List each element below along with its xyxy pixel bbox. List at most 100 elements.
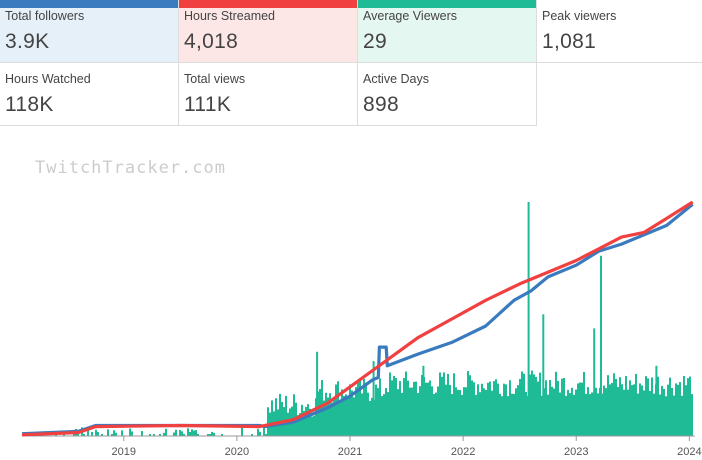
- viewers-bar: [675, 383, 677, 436]
- viewers-bar: [365, 382, 367, 436]
- viewers-bar: [461, 394, 463, 436]
- viewers-bar: [379, 378, 381, 436]
- viewers-bar: [129, 428, 131, 436]
- viewers-bar: [559, 392, 561, 436]
- viewers-bar: [189, 432, 191, 436]
- viewers-bar: [209, 434, 211, 436]
- viewers-bar: [313, 415, 315, 436]
- viewers-bar: [279, 393, 281, 436]
- viewers-bar: [459, 389, 461, 436]
- viewers-bar: [679, 382, 681, 436]
- viewers-bar: [303, 410, 305, 436]
- viewers-bar: [397, 389, 399, 436]
- viewers-bar: [367, 392, 369, 436]
- viewers-bar: [347, 397, 349, 436]
- viewers-bar: [141, 431, 143, 436]
- stat-value: 3.9K: [5, 30, 50, 53]
- stat-value: 111K: [184, 93, 232, 116]
- viewers-bar: [101, 434, 103, 436]
- viewers-bar: [327, 397, 329, 436]
- viewers-bar: [619, 377, 621, 436]
- viewers-bar: [353, 397, 355, 436]
- viewers-bar: [621, 384, 623, 436]
- viewers-bar: [575, 389, 577, 436]
- stat-total-views[interactable]: Total views 111K: [179, 63, 358, 126]
- x-tick-label: 2019: [112, 446, 136, 458]
- viewers-bar: [481, 383, 483, 436]
- viewers-bar: [663, 388, 665, 436]
- viewers-bar: [63, 434, 65, 436]
- stat-hours-watched[interactable]: Hours Watched 118K: [0, 63, 179, 126]
- viewers-bar: [413, 381, 415, 436]
- viewers-spike-bar: [316, 351, 319, 436]
- viewers-bar: [343, 396, 345, 436]
- viewers-bar: [357, 380, 359, 436]
- viewers-bar: [449, 384, 451, 436]
- viewers-bar: [395, 378, 397, 436]
- stat-total-followers[interactable]: Total followers 3.9K: [0, 0, 179, 63]
- viewers-bar: [681, 395, 683, 436]
- viewers-bar: [513, 393, 515, 436]
- viewers-bar: [551, 386, 553, 436]
- viewers-bar: [195, 430, 197, 436]
- viewers-bar: [451, 394, 453, 436]
- stats-chart[interactable]: TwitchTracker.com 2019 2020 2021 2022 2023 20…: [0, 140, 702, 460]
- viewers-bar: [281, 401, 283, 436]
- viewers-bar: [415, 381, 417, 436]
- stat-value: 898: [363, 93, 399, 116]
- viewers-bar: [563, 378, 565, 436]
- x-tick-label: 2022: [451, 446, 475, 458]
- viewers-bar: [579, 382, 581, 436]
- x-tick-label: 2021: [338, 446, 362, 458]
- viewers-bar: [565, 395, 567, 436]
- viewers-bar: [417, 393, 419, 436]
- viewers-bar: [419, 386, 421, 436]
- viewers-bar: [581, 382, 583, 436]
- viewers-bar: [475, 394, 477, 436]
- viewers-bar: [329, 393, 331, 436]
- viewers-bar: [611, 382, 613, 436]
- stat-label: Peak viewers: [542, 9, 617, 23]
- viewers-bar: [121, 430, 123, 436]
- x-axis-ticks: 2019 2020 2021 2022 2023 2024: [112, 436, 702, 458]
- stat-active-days[interactable]: Active Days 898: [358, 63, 537, 126]
- viewers-bar: [321, 380, 323, 436]
- viewers-bar: [153, 434, 155, 436]
- viewers-bar: [521, 371, 523, 436]
- viewers-bar: [439, 372, 441, 436]
- viewers-bar: [629, 380, 631, 436]
- viewers-bar: [583, 371, 585, 436]
- viewers-bar: [529, 374, 531, 436]
- viewers-bar: [97, 432, 99, 436]
- viewers-bar: [95, 429, 97, 436]
- viewers-bar: [341, 389, 343, 436]
- viewers-bar: [589, 394, 591, 436]
- viewers-bar: [617, 387, 619, 436]
- accent-bar: [179, 0, 357, 8]
- stat-hours-streamed[interactable]: Hours Streamed 4,018: [179, 0, 358, 63]
- viewers-bar: [349, 384, 351, 436]
- viewers-bar: [653, 393, 655, 436]
- viewers-bar: [211, 431, 213, 436]
- stat-label: Hours Watched: [5, 72, 91, 86]
- stat-average-viewers[interactable]: Average Viewers 29: [358, 0, 537, 63]
- viewers-bar: [595, 387, 597, 436]
- viewers-bar: [613, 373, 615, 436]
- watermark: TwitchTracker.com: [35, 158, 226, 178]
- viewers-bar: [293, 394, 295, 436]
- viewers-bar: [359, 378, 361, 436]
- stat-peak-viewers[interactable]: Peak viewers 1,081: [537, 0, 702, 63]
- viewers-bar: [659, 394, 661, 436]
- viewers-bar: [307, 404, 309, 436]
- viewers-bar: [301, 404, 303, 436]
- viewers-spike-bar: [542, 314, 545, 436]
- viewers-bar: [91, 431, 93, 436]
- viewers-bar: [339, 402, 341, 436]
- viewers-bar: [609, 384, 611, 436]
- viewers-bar: [487, 382, 489, 436]
- viewers-bar: [345, 394, 347, 436]
- viewers-bar: [643, 390, 645, 436]
- viewers-bar: [471, 380, 473, 436]
- accent-bar: [358, 0, 536, 8]
- viewers-bar: [207, 434, 209, 436]
